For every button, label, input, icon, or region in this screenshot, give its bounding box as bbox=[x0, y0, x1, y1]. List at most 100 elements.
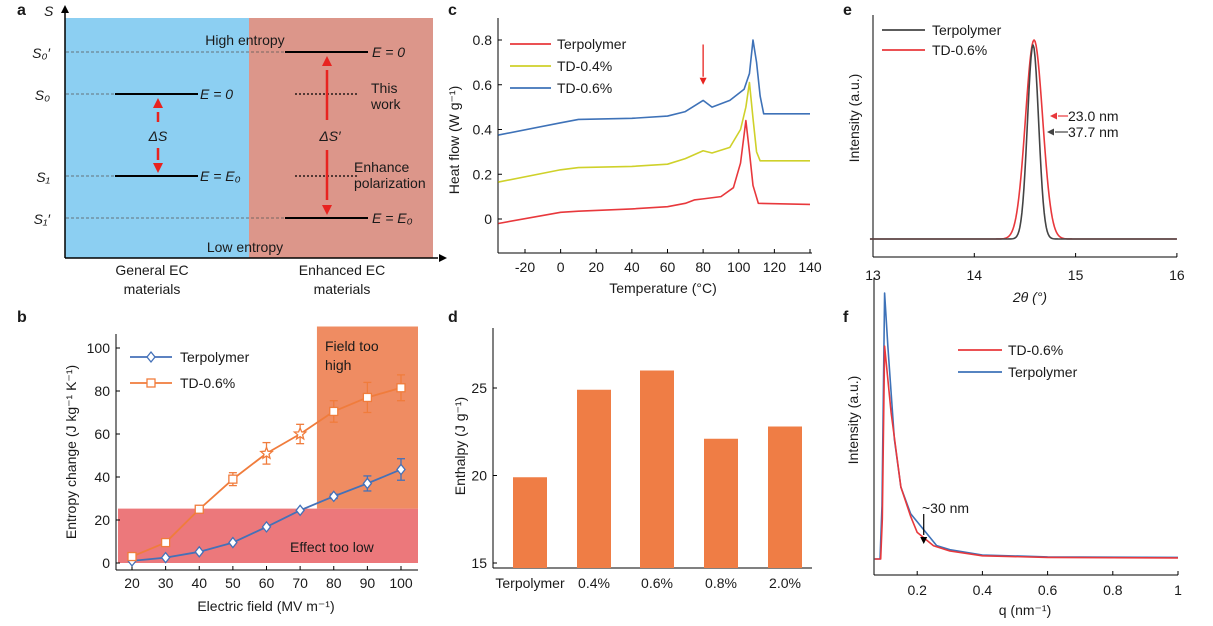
y-tick-label: 60 bbox=[94, 426, 110, 442]
x-tick-label: 14 bbox=[967, 267, 983, 283]
y-tick-label: 100 bbox=[87, 340, 111, 356]
legend-label: TD-0.6% bbox=[180, 375, 235, 391]
low-entropy-label: Low entropy bbox=[207, 239, 283, 255]
arrow-down-icon bbox=[153, 163, 163, 173]
delta-s-prime-label: ΔS′ bbox=[318, 128, 342, 144]
axis-arrow-icon bbox=[61, 5, 69, 13]
data-point bbox=[362, 477, 373, 490]
high-entropy-label: High entropy bbox=[205, 32, 284, 48]
y-tick-label: 0.2 bbox=[473, 166, 493, 182]
series-line bbox=[874, 292, 1179, 560]
x-tick-label: 13 bbox=[865, 267, 881, 283]
x-tick-label: 40 bbox=[624, 259, 640, 275]
peak-annotation: ~30 nm bbox=[922, 500, 969, 516]
x-axis-label: q (nm⁻¹) bbox=[999, 602, 1052, 618]
x-tick-label: 0.4% bbox=[578, 575, 610, 591]
y-axis-label: Heat flow (W g⁻¹) bbox=[446, 86, 462, 195]
x-tick-label: 0 bbox=[557, 259, 565, 275]
panel-letter: e bbox=[843, 2, 852, 19]
region-label: Field too bbox=[325, 338, 379, 354]
series-line bbox=[869, 44, 1177, 240]
y-tick-label: 0 bbox=[102, 555, 110, 571]
effect-too-low-region bbox=[118, 508, 418, 563]
x-tick-label: 90 bbox=[360, 575, 376, 591]
region-label: Effect too low bbox=[290, 539, 375, 555]
x-tick-label: 0.8% bbox=[705, 575, 737, 591]
series-line bbox=[498, 39, 810, 136]
level-annotation: E = E₀ bbox=[372, 210, 413, 226]
x-tick-label: 0.8 bbox=[1103, 582, 1123, 598]
y-tick-label: 0.8 bbox=[473, 32, 493, 48]
x-tick-label: 60 bbox=[259, 575, 275, 591]
data-point bbox=[228, 536, 238, 549]
category-label: General EC bbox=[115, 262, 188, 278]
data-point bbox=[228, 474, 238, 484]
level-annotation: E = 0 bbox=[372, 44, 405, 60]
arrow-up-icon bbox=[153, 98, 163, 108]
panel-letter: a bbox=[17, 2, 26, 19]
legend-label: Terpolymer bbox=[180, 349, 250, 365]
panel-letter: f bbox=[843, 309, 849, 326]
bar bbox=[704, 438, 738, 568]
legend-label: Terpolymer bbox=[1008, 364, 1078, 380]
x-tick-label: 40 bbox=[191, 575, 207, 591]
category-label: materials bbox=[124, 281, 181, 297]
data-point-star bbox=[292, 426, 308, 441]
data-point bbox=[160, 551, 171, 564]
this-work-label: work bbox=[370, 96, 402, 112]
data-point bbox=[127, 551, 137, 562]
y-tick-label: 20 bbox=[471, 468, 487, 484]
x-tick-label: Terpolymer bbox=[495, 575, 565, 591]
x-tick-label: 0.2 bbox=[907, 582, 927, 598]
region-label: high bbox=[325, 357, 351, 373]
series-line bbox=[498, 81, 810, 183]
arrow-left-icon bbox=[1050, 112, 1057, 120]
panel-letter: c bbox=[448, 2, 457, 19]
x-axis-label: Temperature (°C) bbox=[609, 280, 717, 296]
legend-label: Terpolymer bbox=[557, 36, 627, 52]
axis-arrow-icon bbox=[439, 254, 447, 262]
peak-annotation: 37.7 nm bbox=[1068, 124, 1119, 140]
series-line bbox=[498, 119, 811, 225]
this-work-label: This bbox=[371, 80, 397, 96]
bar bbox=[768, 426, 802, 568]
y-axis-label: Intensity (a.u.) bbox=[846, 74, 862, 163]
x-tick-label: 100 bbox=[727, 259, 751, 275]
data-point bbox=[329, 406, 339, 417]
x-tick-label: 80 bbox=[695, 259, 711, 275]
data-point bbox=[194, 504, 204, 514]
x-tick-label: 70 bbox=[292, 575, 308, 591]
x-tick-label: 50 bbox=[225, 575, 241, 591]
y-tick-label: 40 bbox=[94, 469, 110, 485]
data-point bbox=[362, 392, 373, 403]
x-tick-label: 30 bbox=[158, 575, 174, 591]
x-tick-label: 0.4 bbox=[973, 582, 993, 598]
data-point bbox=[261, 520, 272, 533]
x-tick-label: 80 bbox=[326, 575, 342, 591]
enhance-label: polarization bbox=[354, 175, 426, 191]
x-tick-label: 1 bbox=[1174, 582, 1182, 598]
y-tick-label: 15 bbox=[471, 555, 487, 571]
data-point bbox=[328, 490, 339, 503]
series-line bbox=[874, 345, 1179, 560]
bar bbox=[513, 477, 547, 568]
x-tick-label: 0.6% bbox=[641, 575, 673, 591]
x-tick-label: 15 bbox=[1068, 267, 1084, 283]
y-axis-label: Entropy change (J kg⁻¹ K⁻¹) bbox=[63, 365, 79, 539]
arrow-down-icon bbox=[920, 537, 928, 544]
enhance-label: Enhance bbox=[354, 159, 409, 175]
x-tick-label: -20 bbox=[515, 259, 535, 275]
data-point bbox=[194, 545, 205, 558]
y-tick-label: 0.4 bbox=[473, 122, 493, 138]
level-label: S₁′ bbox=[34, 211, 52, 227]
arrow-up-icon bbox=[322, 56, 332, 66]
panel-letter: d bbox=[448, 309, 458, 326]
y-tick-label: 80 bbox=[94, 383, 110, 399]
category-label: Enhanced EC bbox=[299, 262, 385, 278]
x-tick-label: 140 bbox=[798, 259, 822, 275]
y-tick-label: 0 bbox=[484, 211, 492, 227]
data-point bbox=[396, 383, 406, 393]
delta-s-label: ΔS bbox=[148, 128, 168, 144]
x-tick-label: 20 bbox=[588, 259, 604, 275]
